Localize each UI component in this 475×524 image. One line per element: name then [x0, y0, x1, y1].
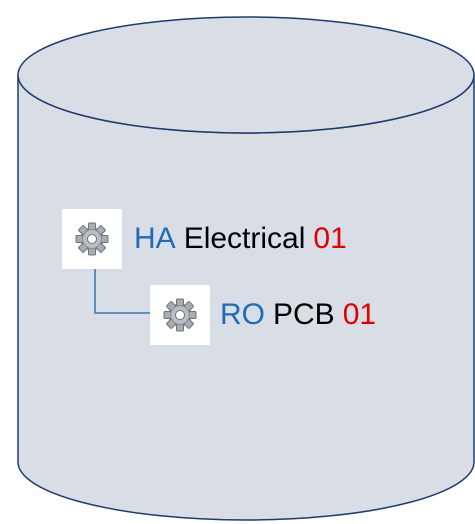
node-prefix: HA — [134, 222, 176, 255]
tree-connector — [94, 266, 150, 314]
node-number: 01 — [313, 222, 347, 255]
node-name: PCB — [273, 298, 335, 331]
tree-node-child[interactable]: RO PCB 01 — [150, 285, 376, 345]
gear-icon — [150, 285, 210, 345]
node-number: 01 — [342, 298, 377, 331]
node-prefix: RO — [220, 298, 265, 331]
cylinder-top — [17, 16, 475, 134]
gear-icon — [62, 209, 122, 269]
node-name: Electrical — [183, 222, 306, 255]
tree-node-parent[interactable]: HA Electrical 01 — [62, 209, 347, 269]
